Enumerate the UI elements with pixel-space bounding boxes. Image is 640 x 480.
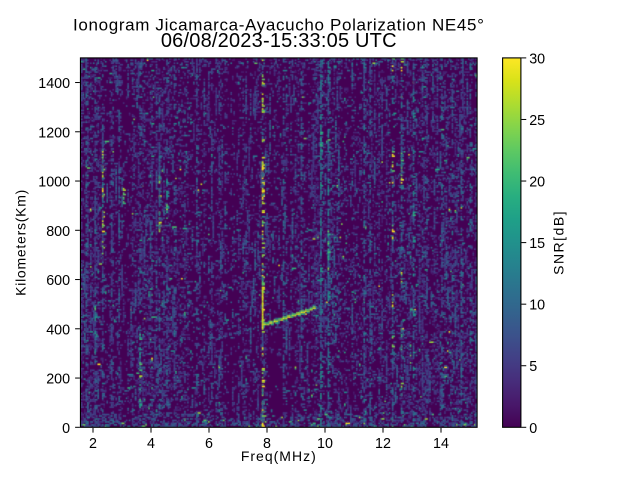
svg-text:25: 25 bbox=[529, 113, 545, 129]
svg-text:2: 2 bbox=[89, 436, 97, 452]
svg-text:06/08/2023-15:33:05 UTC: 06/08/2023-15:33:05 UTC bbox=[161, 30, 397, 52]
svg-text:6: 6 bbox=[205, 436, 213, 452]
svg-text:10: 10 bbox=[317, 436, 333, 452]
svg-text:8: 8 bbox=[263, 436, 271, 452]
svg-text:200: 200 bbox=[46, 372, 70, 388]
svg-text:400: 400 bbox=[46, 322, 70, 338]
svg-text:1400: 1400 bbox=[38, 76, 70, 92]
svg-text:30: 30 bbox=[529, 51, 545, 67]
svg-text:4: 4 bbox=[147, 436, 155, 452]
svg-text:SNR[dB]: SNR[dB] bbox=[551, 210, 567, 275]
svg-text:0: 0 bbox=[62, 421, 70, 437]
svg-text:0: 0 bbox=[529, 421, 537, 437]
svg-text:14: 14 bbox=[433, 436, 449, 452]
svg-text:15: 15 bbox=[529, 236, 545, 252]
svg-text:12: 12 bbox=[375, 436, 391, 452]
svg-text:5: 5 bbox=[529, 359, 537, 375]
svg-text:Freq(MHz): Freq(MHz) bbox=[241, 448, 317, 464]
svg-text:10: 10 bbox=[529, 298, 545, 314]
svg-text:Kilometers(Km): Kilometers(Km) bbox=[13, 189, 29, 296]
svg-text:1000: 1000 bbox=[38, 175, 70, 191]
svg-text:600: 600 bbox=[46, 273, 70, 289]
svg-text:20: 20 bbox=[529, 175, 545, 191]
svg-text:Ionogram Jicamarca-Ayacucho Po: Ionogram Jicamarca-Ayacucho Polarization… bbox=[73, 16, 485, 35]
svg-text:800: 800 bbox=[46, 224, 70, 240]
svg-text:1200: 1200 bbox=[38, 125, 70, 141]
